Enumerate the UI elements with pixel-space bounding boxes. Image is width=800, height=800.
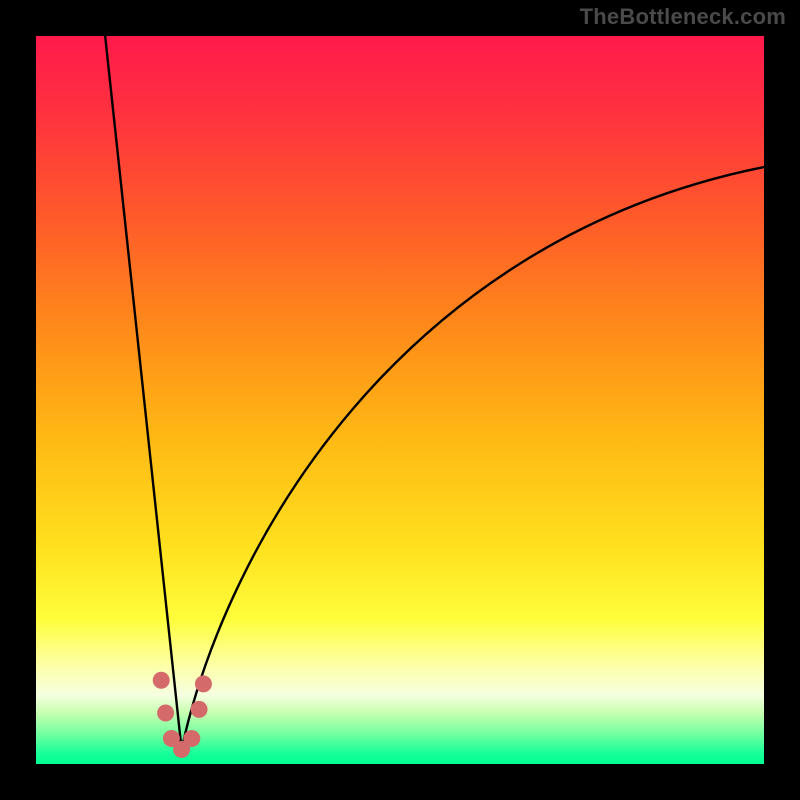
watermark-text: TheBottleneck.com xyxy=(580,4,786,30)
marker-dot xyxy=(183,730,200,747)
marker-dot xyxy=(195,675,212,692)
plot-area xyxy=(36,36,764,764)
bottleneck-curve xyxy=(105,36,764,749)
marker-dot xyxy=(153,672,170,689)
marker-dot xyxy=(191,701,208,718)
marker-dot xyxy=(157,705,174,722)
curve-layer xyxy=(36,36,764,764)
chart-root: TheBottleneck.com xyxy=(0,0,800,800)
